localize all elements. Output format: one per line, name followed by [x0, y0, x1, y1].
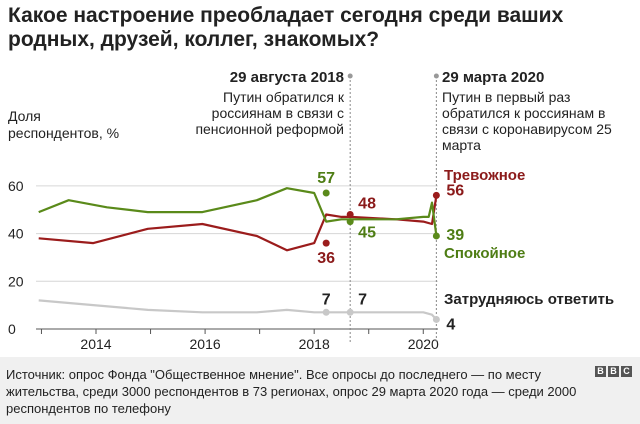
y-tick-label: 40 — [8, 226, 24, 242]
data-label: 36 — [317, 250, 335, 267]
bbc-logo-letter: B — [595, 366, 606, 377]
series-line — [38, 299, 438, 321]
bbc-logo-letter: C — [621, 366, 632, 377]
data-label: 56 — [446, 182, 464, 199]
series-name-label: Тревожное — [444, 167, 525, 184]
annotation-coronavirus: 29 марта 2020 Путин в первый раз обратил… — [442, 69, 632, 154]
source-note: Источник: опрос Фонда "Общественное мнен… — [6, 367, 577, 416]
series-name-label: Затрудняюсь ответить — [444, 291, 614, 308]
annotation-pension-reform: 29 августа 2018 Путин обратился к россия… — [174, 69, 344, 138]
data-point — [432, 232, 440, 240]
annotation-date: 29 августа 2018 — [229, 69, 344, 86]
data-label: 7 — [322, 291, 331, 308]
footer-band — [0, 357, 640, 424]
data-point — [346, 210, 354, 218]
annotation-date: 29 марта 2020 — [442, 69, 545, 86]
x-tick-label: 2018 — [299, 336, 330, 352]
chart-title: Какое настроение преобладает сегодня сре… — [8, 4, 564, 51]
data-label: 39 — [446, 227, 464, 244]
data-point — [432, 191, 440, 199]
data-label: 57 — [317, 170, 335, 187]
data-point — [322, 239, 330, 247]
x-tick-label: 2016 — [190, 336, 221, 352]
data-label: 45 — [358, 225, 376, 242]
y-tick-label: 20 — [8, 273, 24, 289]
bbc-logo-letter: B — [608, 366, 619, 377]
y-tick-label: 60 — [8, 178, 24, 194]
data-point — [346, 218, 354, 226]
data-point — [322, 308, 330, 316]
y-tick-label: 0 — [8, 321, 16, 337]
annotation-text: Путин в первый раз обратился к россиянам… — [442, 89, 612, 153]
event-line-dot — [347, 73, 353, 79]
x-tick-label: 2014 — [80, 336, 111, 352]
data-label: 48 — [358, 195, 376, 212]
series-name-label: Спокойное — [444, 245, 525, 262]
x-tick-label: 2020 — [408, 336, 439, 352]
series-line — [38, 195, 438, 252]
annotation-text: Путин обратился к россиянам в связи с пе… — [195, 89, 344, 137]
data-label: 7 — [358, 291, 367, 308]
data-point — [432, 315, 440, 323]
data-point — [346, 308, 354, 316]
series-line — [38, 187, 438, 237]
data-label: 4 — [446, 316, 455, 333]
y-axis-label: Доля респондентов, % — [8, 108, 120, 141]
data-point — [322, 189, 330, 197]
event-line-dot — [433, 73, 439, 79]
